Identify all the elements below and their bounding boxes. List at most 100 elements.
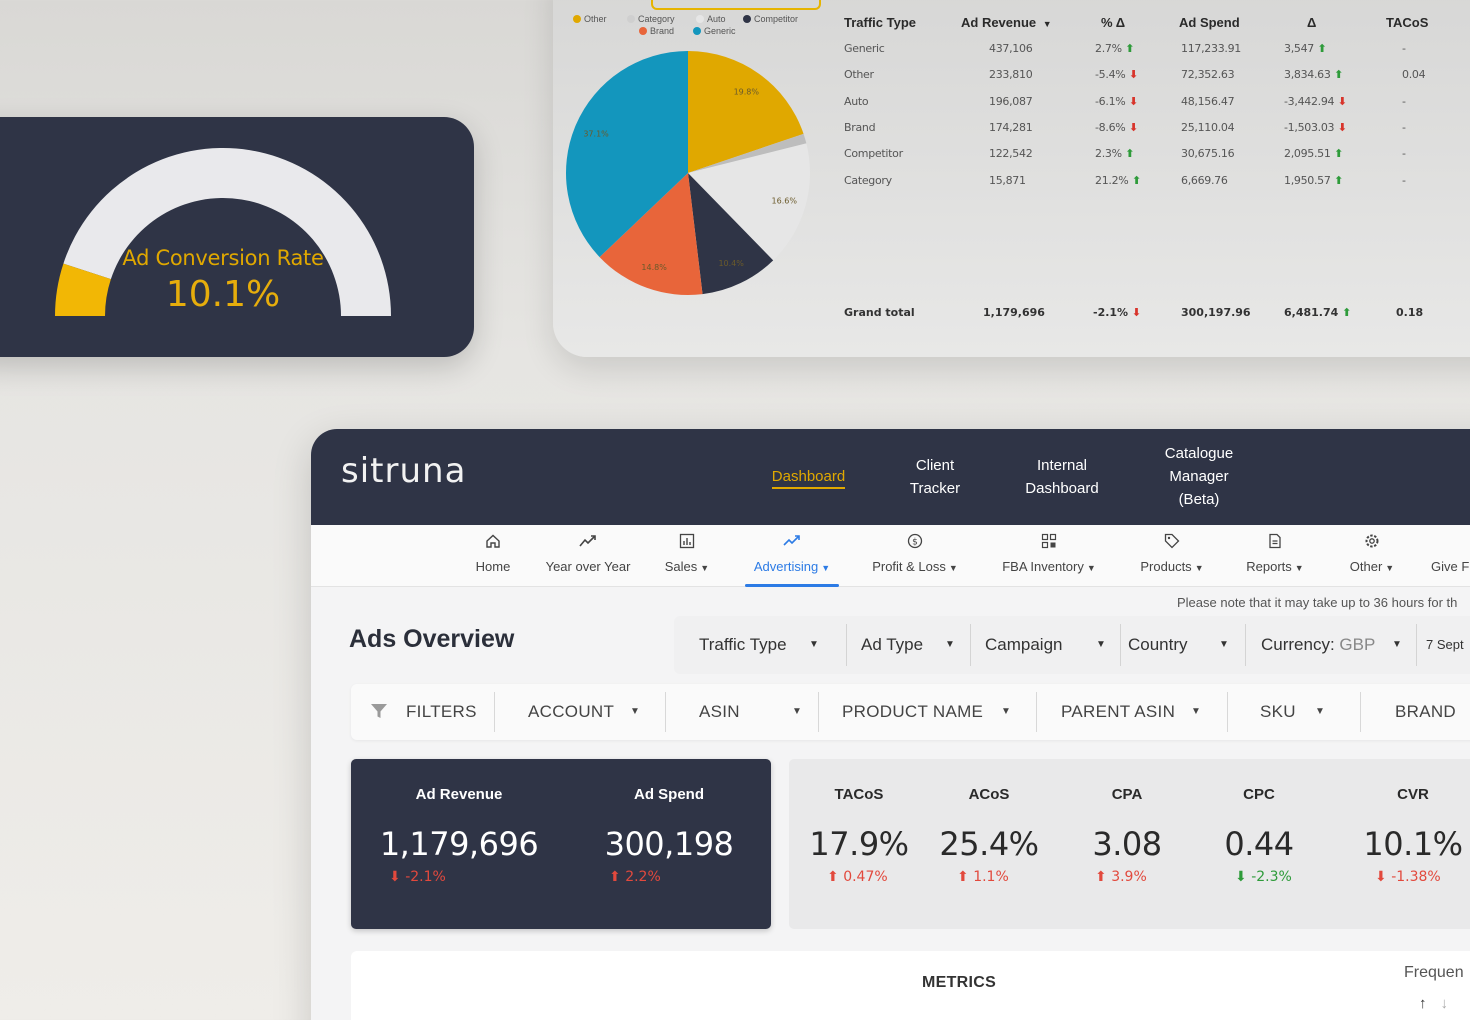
legend-dot: [639, 27, 647, 35]
chevron-down-icon: ▼: [1194, 563, 1204, 573]
arrow-up-icon: ⬆: [1314, 42, 1327, 55]
date-range-select[interactable]: 7 Sept: [1426, 637, 1464, 652]
subnav-reports[interactable]: Reports ▼: [1241, 525, 1309, 587]
divider: [494, 692, 495, 732]
subnav-advertising[interactable]: Advertising ▼: [745, 525, 839, 587]
chart-toolbar[interactable]: [651, 0, 821, 10]
ad-type-select[interactable]: Ad Type: [861, 635, 924, 654]
pie-slice-brand[interactable]: [599, 173, 703, 295]
divider: [1036, 692, 1037, 732]
traffic-type-select[interactable]: Traffic Type: [699, 635, 787, 654]
app-window: sitruna Dashboard Client Tracker Interna…: [311, 429, 1470, 1020]
legend-item-auto[interactable]: Auto: [696, 14, 726, 24]
legend-item-brand[interactable]: Brand: [639, 26, 674, 36]
chevron-down-icon: ▼: [700, 563, 710, 573]
filter-parent-asin[interactable]: PARENT ASIN: [1061, 702, 1176, 721]
table-cell-pct: 2.7% ⬆: [1095, 42, 1135, 55]
header-ad-spend[interactable]: Ad Spend: [1179, 15, 1240, 30]
arrow-up-icon: ⬆: [1121, 42, 1135, 55]
header-pct-change[interactable]: % Δ: [1101, 15, 1126, 30]
arrow-up-icon[interactable]: ↑: [1419, 995, 1427, 1012]
legend-dot: [627, 15, 635, 23]
legend-item-competitor[interactable]: Competitor: [743, 14, 798, 24]
table-cell-revenue: 196,087: [989, 94, 1033, 108]
filter-asin[interactable]: ASIN: [699, 702, 740, 721]
sub-navigation: Home Year over Year Sales ▼ Advertising ▼ …: [311, 525, 1470, 587]
filter-brand[interactable]: BRAND: [1395, 702, 1457, 721]
currency-select[interactable]: Currency: GBP: [1261, 635, 1376, 654]
gauge-track: [63, 148, 392, 316]
filter-sku[interactable]: SKU: [1260, 702, 1296, 721]
chevron-down-icon: ▼: [1385, 563, 1395, 573]
divider: [818, 692, 819, 732]
chevron-down-icon: ▼: [1315, 706, 1326, 717]
subnav-give-feedback[interactable]: Give F: [1431, 559, 1470, 574]
table-cell-type: Competitor: [844, 147, 903, 161]
filter-account[interactable]: ACCOUNT: [528, 702, 615, 721]
subnav-fba-inventory[interactable]: FBA Inventory ▼: [995, 525, 1103, 587]
arrow-down-icon: ⬇: [1375, 869, 1387, 885]
chevron-down-icon: ▼: [948, 563, 958, 573]
table-cell-revenue: 437,106: [989, 42, 1033, 55]
header-traffic-type[interactable]: Traffic Type: [844, 15, 917, 30]
arrow-down-icon: ⬇: [389, 869, 401, 885]
pie-slice-category[interactable]: [688, 133, 807, 173]
country-select[interactable]: Country: [1128, 635, 1188, 654]
header-tacos[interactable]: TACoS: [1386, 15, 1429, 30]
chevron-down-icon: ▼: [630, 706, 641, 717]
subnav-year-over-year[interactable]: Year over Year: [539, 525, 637, 587]
arrow-up-icon: ⬆: [1330, 68, 1344, 82]
selector-bar: Traffic Type ▼ Ad Type ▼ Campaign ▼ Coun…: [674, 616, 1470, 674]
table-cell-pct: 21.2% ⬆: [1095, 173, 1141, 187]
subnav-profit-loss[interactable]: $ Profit & Loss ▼: [867, 525, 963, 587]
total-delta: 6,481.74 ⬆: [1284, 306, 1352, 319]
home-icon: [463, 533, 523, 559]
pie-slice-generic[interactable]: [566, 51, 688, 258]
sitruna-logo[interactable]: sitruna: [341, 451, 467, 491]
subnav-other[interactable]: Other ▼: [1341, 525, 1403, 587]
table-cell-delta: 1,950.57 ⬆: [1284, 173, 1344, 187]
ad-conversion-gauge-card: Ad Conversion Rate 10.1%: [0, 117, 474, 357]
traffic-pie-chart: 19.8% 16.6% 10.4% 14.8% 37.1%: [565, 48, 825, 313]
legend-item-category[interactable]: Category: [627, 14, 675, 24]
total-pct: -2.1% ⬇: [1093, 306, 1142, 319]
table-cell-spend: 72,352.63: [1181, 68, 1235, 82]
chevron-down-icon: ▼: [1219, 639, 1229, 650]
filter-product-name[interactable]: PRODUCT NAME: [842, 702, 984, 721]
campaign-select[interactable]: Campaign: [985, 635, 1063, 654]
chevron-down-icon: ▼: [1294, 563, 1304, 573]
header-ad-revenue[interactable]: Ad Revenue ▼: [961, 15, 1052, 30]
frequency-select[interactable]: Frequen: [1404, 964, 1464, 981]
table-cell-tacos: 0.04: [1402, 68, 1426, 82]
chevron-down-icon: ▼: [1191, 706, 1202, 717]
gauge-fill: [55, 263, 111, 316]
topnav-catalogue-manager[interactable]: Catalogue Manager (Beta): [1164, 445, 1234, 508]
topnav-dashboard[interactable]: Dashboard: [761, 465, 856, 489]
arrow-up-icon: ⬆: [827, 869, 839, 885]
pie-slice-label: 14.8%: [641, 263, 667, 272]
arrow-down-icon: ⬇: [1125, 68, 1138, 82]
table-cell-spend: 30,675.16: [1181, 147, 1235, 161]
legend-item-generic[interactable]: Generic: [693, 26, 736, 36]
divider: [970, 624, 971, 666]
pie-slice-other[interactable]: [688, 51, 804, 173]
pie-slice-auto[interactable]: [688, 143, 810, 261]
chevron-down-icon: ▼: [1096, 639, 1106, 650]
topnav-internal-dashboard[interactable]: Internal Dashboard: [1025, 457, 1099, 497]
pie-slice-label: 19.8%: [734, 88, 760, 97]
subnav-sales[interactable]: Sales ▼: [659, 525, 715, 587]
table-cell-spend: 6,669.76: [1181, 173, 1228, 187]
topnav-client-tracker[interactable]: Client Tracker: [909, 457, 961, 497]
table-cell-pct: -5.4% ⬇: [1095, 68, 1138, 82]
pie-slice-competitor[interactable]: [688, 173, 774, 295]
arrow-down-icon[interactable]: ↓: [1440, 995, 1449, 1012]
subnav-home[interactable]: Home: [463, 525, 523, 587]
subnav-products[interactable]: Products ▼: [1135, 525, 1209, 587]
table-cell-revenue: 233,810: [989, 68, 1033, 82]
chevron-down-icon: ▼: [821, 563, 831, 573]
arrow-up-icon: ⬆: [1330, 147, 1344, 161]
legend-item-other[interactable]: Other: [573, 14, 607, 24]
arrow-up-icon: ⬆: [1095, 869, 1107, 885]
header-delta[interactable]: Δ: [1307, 15, 1317, 30]
table-cell-revenue: 15,871: [989, 173, 1026, 187]
